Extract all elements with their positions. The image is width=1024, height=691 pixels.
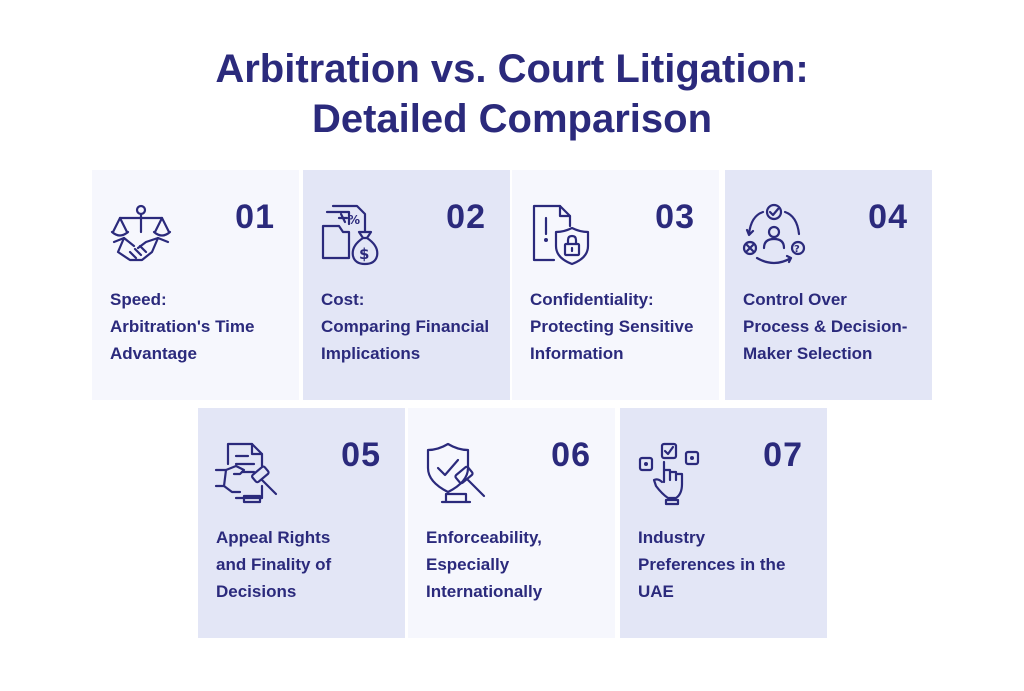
- card-label-line: Process & Decision-: [743, 317, 908, 336]
- card-label: Control Over Process & Decision- Maker S…: [743, 286, 923, 367]
- card-enforceability: 06 Enforceability, Especially Internatio…: [408, 408, 615, 638]
- card-label-line: UAE: [638, 582, 674, 601]
- card-number: 02: [446, 198, 486, 236]
- card-number: 01: [235, 198, 275, 236]
- money-bag-documents-icon: % $: [319, 202, 385, 268]
- card-label: Speed: Arbitration's Time Advantage: [110, 286, 290, 367]
- card-label-line: and Finality of: [216, 555, 332, 574]
- card-label-line: Control Over: [743, 290, 847, 309]
- card-number: 04: [868, 198, 908, 236]
- title-line-1: Arbitration vs. Court Litigation:: [215, 47, 809, 91]
- card-label-line: Enforceability,: [426, 528, 542, 547]
- card-number: 06: [551, 436, 591, 474]
- card-label: Enforceability, Especially International…: [426, 524, 606, 605]
- card-label-line: Protecting Sensitive: [530, 317, 694, 336]
- card-label-line: Speed:: [110, 290, 167, 309]
- svg-text:?: ?: [794, 244, 800, 255]
- person-cycle-decision-icon: ?: [741, 202, 807, 268]
- card-number: 03: [655, 198, 695, 236]
- svg-text:%: %: [348, 213, 360, 227]
- card-label-line: Information: [530, 344, 624, 363]
- card-label-line: Industry: [638, 528, 706, 547]
- card-confidentiality: 03 Confidentiality: Protecting Sensitive…: [512, 170, 719, 400]
- card-label-line: Decisions: [216, 582, 297, 601]
- card-label: Cost: Comparing Financial Implications: [321, 286, 501, 367]
- card-industry: 07 Industry Preferences in the UAE: [620, 408, 827, 638]
- svg-text:$: $: [359, 245, 369, 263]
- card-speed: 01 Speed: Arbitration's Time Advantage: [92, 170, 299, 400]
- card-control: ? 04 Control Over Process & Decision- Ma…: [725, 170, 932, 400]
- card-label: Industry Preferences in the UAE: [638, 524, 818, 605]
- card-label-line: Comparing Financial: [321, 317, 490, 336]
- document-lock-shield-icon: [528, 202, 594, 268]
- card-label-line: Confidentiality:: [530, 290, 654, 309]
- title-line-2: Detailed Comparison: [311, 97, 713, 141]
- card-label-line: Cost:: [321, 290, 365, 309]
- card-appeal: 05 Appeal Rights and Finality of Decisio…: [198, 408, 405, 638]
- scales-handshake-icon: [108, 202, 174, 268]
- card-number: 05: [341, 436, 381, 474]
- card-label-line: Implications: [321, 344, 421, 363]
- card-label-line: Internationally: [426, 582, 543, 601]
- card-label-line: Arbitration's Time: [110, 317, 255, 336]
- card-number: 07: [763, 436, 803, 474]
- card-label: Appeal Rights and Finality of Decisions: [216, 524, 396, 605]
- card-label-line: Maker Selection: [743, 344, 873, 363]
- hand-checkbox-icon: [636, 440, 702, 506]
- card-label-line: Appeal Rights: [216, 528, 331, 547]
- card-cost: % $ 02 Cost: Comparing Financial Implica…: [303, 170, 510, 400]
- card-label: Confidentiality: Protecting Sensitive In…: [530, 286, 710, 367]
- page-title: Arbitration vs. Court Litigation: Detail…: [0, 44, 1024, 144]
- shield-gavel-icon: [424, 440, 490, 506]
- document-gavel-icon: [214, 440, 280, 506]
- card-label-line: Preferences in the: [638, 555, 786, 574]
- card-label-line: Especially: [426, 555, 510, 574]
- card-label-line: Advantage: [110, 344, 197, 363]
